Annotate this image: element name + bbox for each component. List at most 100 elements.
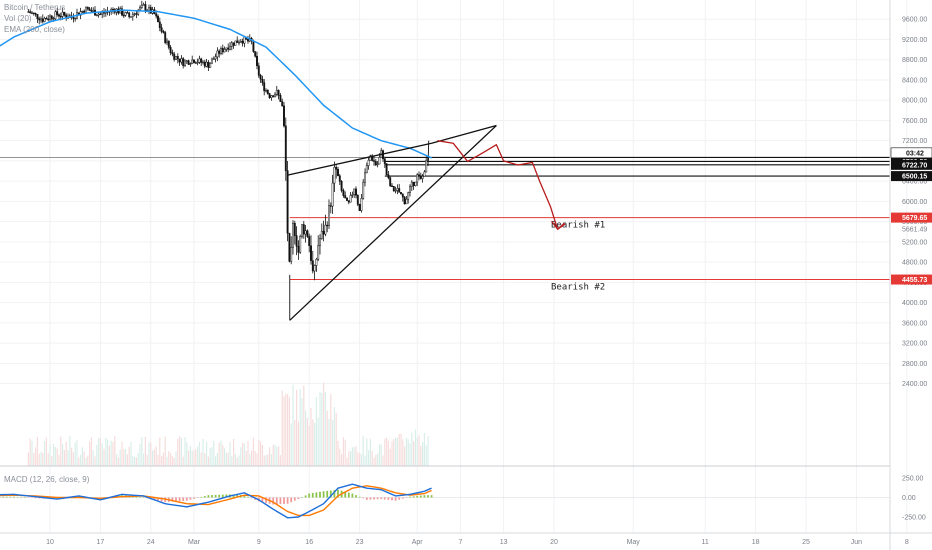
candle-body bbox=[184, 61, 185, 66]
macd-histogram-bar bbox=[0, 497, 1, 498]
volume-bar bbox=[60, 437, 61, 466]
volume-bar bbox=[145, 437, 146, 466]
volume-bar bbox=[373, 458, 374, 466]
volume-bar bbox=[377, 454, 378, 466]
macd-histogram-bar bbox=[431, 495, 433, 497]
volume-bar bbox=[139, 444, 140, 466]
volume-bar bbox=[159, 438, 160, 466]
candle-body bbox=[332, 183, 333, 206]
volume-bar bbox=[372, 451, 373, 466]
volume-bar bbox=[73, 452, 74, 466]
volume-bar bbox=[132, 456, 133, 466]
candle-body bbox=[321, 231, 322, 239]
candle-body bbox=[201, 59, 202, 63]
volume-bar bbox=[334, 407, 335, 466]
volume-bar bbox=[309, 426, 310, 466]
volume-bar bbox=[114, 436, 115, 466]
candle-body bbox=[105, 12, 106, 13]
candle-body bbox=[103, 12, 104, 13]
volume-bar bbox=[305, 410, 306, 466]
candle-body bbox=[98, 14, 99, 15]
volume-bar bbox=[143, 453, 144, 466]
ema-legend[interactable]: EMA (200, close) bbox=[4, 25, 65, 34]
macd-histogram-bar bbox=[20, 497, 22, 498]
candle-body bbox=[386, 164, 387, 175]
candle-body bbox=[260, 75, 261, 79]
volume-bar bbox=[354, 447, 355, 466]
volume-legend[interactable]: Vol (20) bbox=[4, 14, 32, 23]
macd-histogram-bar bbox=[352, 494, 354, 498]
volume-bar bbox=[314, 423, 315, 466]
candle-body bbox=[357, 195, 358, 204]
volume-bar bbox=[411, 432, 412, 466]
candle-body bbox=[424, 172, 425, 176]
volume-bar bbox=[163, 453, 164, 466]
volume-bar bbox=[357, 452, 358, 466]
candle-body bbox=[291, 247, 292, 261]
macd-histogram-bar bbox=[247, 497, 249, 498]
volume-bar bbox=[269, 447, 270, 466]
candle-body bbox=[278, 90, 279, 95]
macd-legend[interactable]: MACD (12, 26, close, 9) bbox=[4, 475, 89, 484]
volume-bar bbox=[336, 413, 337, 466]
macd-histogram-bar bbox=[251, 498, 253, 499]
volume-bar bbox=[267, 454, 268, 466]
time-tick-label: 9 bbox=[257, 539, 261, 546]
volume-bar bbox=[188, 451, 189, 466]
candle-body bbox=[112, 9, 113, 10]
volume-bar bbox=[424, 433, 425, 466]
volume-bar bbox=[249, 454, 250, 466]
volume-bar bbox=[361, 454, 362, 466]
candle-body bbox=[39, 19, 40, 20]
macd-histogram-bar bbox=[308, 494, 310, 498]
candle-body bbox=[355, 189, 356, 195]
volume-bar bbox=[229, 442, 230, 466]
volume-bar bbox=[172, 456, 173, 466]
candle-body bbox=[204, 62, 205, 66]
candle-body bbox=[256, 56, 257, 66]
volume-bar bbox=[368, 450, 369, 466]
macd-histogram-bar bbox=[323, 491, 325, 497]
volume-bar bbox=[206, 442, 207, 466]
symbol-legend[interactable]: Bitcoin / Tetherus bbox=[4, 3, 65, 12]
candle-body bbox=[247, 39, 248, 41]
volume-bar bbox=[296, 390, 297, 466]
volume-bar bbox=[130, 442, 131, 466]
candle-body bbox=[40, 19, 41, 20]
price-tag-label: 4455.73 bbox=[902, 277, 927, 284]
volume-bar bbox=[427, 436, 428, 466]
candle-body bbox=[231, 43, 232, 47]
volume-bar bbox=[242, 443, 243, 466]
volume-bar bbox=[30, 439, 31, 466]
candle-body bbox=[375, 161, 376, 164]
volume-bar bbox=[301, 398, 302, 466]
volume-bar bbox=[298, 422, 299, 466]
candle-body bbox=[208, 62, 209, 67]
candle-body bbox=[48, 19, 49, 20]
volume-bar bbox=[393, 439, 394, 466]
volume-bar bbox=[46, 438, 47, 466]
candle-body bbox=[395, 190, 396, 191]
volume-bar bbox=[165, 436, 166, 466]
candle-body bbox=[127, 12, 128, 13]
volume-bar bbox=[240, 447, 241, 466]
volume-bar bbox=[318, 418, 319, 466]
candle-body bbox=[229, 46, 230, 49]
candle-body bbox=[165, 33, 166, 43]
volume-bar bbox=[186, 442, 187, 466]
volume-bar bbox=[208, 457, 209, 466]
candle-body bbox=[411, 182, 412, 187]
candle-body bbox=[51, 16, 52, 19]
macd-histogram-bar bbox=[391, 498, 393, 501]
candle-body bbox=[354, 189, 355, 195]
macd-histogram-bar bbox=[316, 492, 318, 497]
candle-body bbox=[57, 12, 58, 15]
price-tag-label: 6722.70 bbox=[902, 162, 927, 169]
volume-bar bbox=[251, 450, 252, 466]
candle-body bbox=[238, 42, 239, 43]
macd-histogram-bar bbox=[413, 496, 415, 497]
candle-body bbox=[301, 224, 302, 236]
volume-bar bbox=[170, 453, 171, 466]
candle-body bbox=[384, 159, 385, 164]
